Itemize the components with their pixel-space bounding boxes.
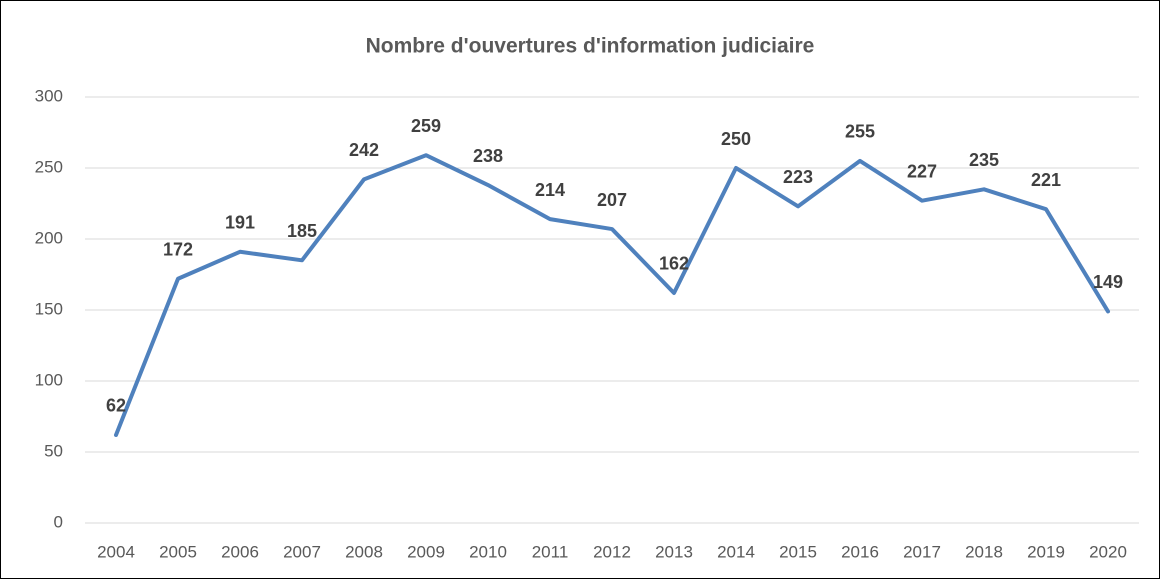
x-tick-label: 2012 [593, 542, 631, 561]
data-label: 221 [1031, 170, 1061, 190]
x-tick-label: 2014 [717, 542, 755, 561]
y-tick-label: 250 [35, 157, 63, 176]
chart-title: Nombre d'ouvertures d'information judici… [366, 35, 815, 58]
y-tick-label: 100 [35, 370, 63, 389]
x-tick-label: 2006 [221, 542, 259, 561]
data-label: 238 [473, 146, 503, 166]
x-tick-label: 2007 [283, 542, 321, 561]
x-tick-label: 2018 [965, 542, 1003, 561]
data-label: 149 [1093, 272, 1123, 292]
x-tick-label: 2004 [97, 542, 135, 561]
data-label: 223 [783, 167, 813, 187]
data-label: 62 [106, 396, 126, 416]
data-label: 162 [659, 254, 689, 274]
data-label: 242 [349, 140, 379, 160]
data-label: 250 [721, 129, 751, 149]
y-tick-label: 300 [35, 86, 63, 105]
y-tick-label: 50 [44, 441, 63, 460]
data-label: 235 [969, 150, 999, 170]
data-label: 259 [411, 116, 441, 136]
data-label: 255 [845, 122, 875, 142]
x-tick-label: 2020 [1089, 542, 1127, 561]
data-label: 214 [535, 180, 565, 200]
y-tick-label: 0 [54, 512, 63, 531]
x-tick-label: 2005 [159, 542, 197, 561]
x-tick-label: 2015 [779, 542, 817, 561]
x-tick-label: 2010 [469, 542, 507, 561]
data-label: 172 [163, 240, 193, 260]
y-tick-label: 150 [35, 299, 63, 318]
data-line [114, 153, 1110, 437]
data-label: 207 [597, 190, 627, 210]
x-tick-label: 2011 [532, 542, 569, 561]
x-tick-label: 2008 [345, 542, 383, 561]
y-tick-label: 200 [35, 228, 63, 247]
x-tick-label: 2017 [903, 542, 941, 561]
x-tick-label: 2019 [1027, 542, 1065, 561]
x-tick-label: 2016 [841, 542, 879, 561]
data-label: 185 [287, 221, 317, 241]
data-label: 191 [225, 213, 255, 233]
x-tick-label: 2013 [655, 542, 693, 561]
x-tick-label: 2009 [407, 542, 445, 561]
data-label: 227 [907, 161, 937, 181]
